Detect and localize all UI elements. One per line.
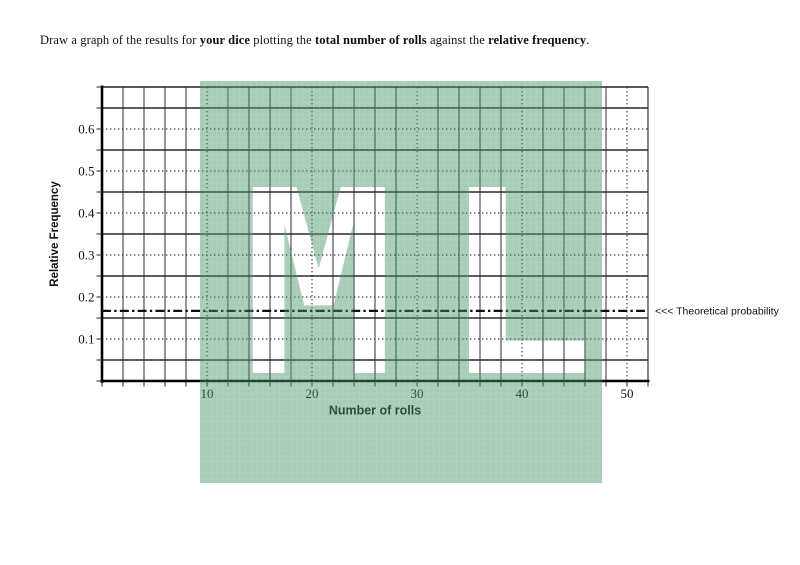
y-tick-label: 0.4 [78,205,95,220]
y-tick-label: 0.5 [78,163,94,178]
y-axis-title: Relative Frequency [49,181,61,287]
instruction-segment: total number of rolls [315,33,427,47]
y-tick-label: 0.3 [78,247,94,262]
y-tick-label: 0.6 [78,121,95,136]
x-tick-label: 50 [621,386,634,401]
instruction-segment: your dice [199,33,251,47]
instruction-segment: . [586,33,590,47]
watermark-texture [200,81,602,483]
y-tick-label: 0.2 [78,289,94,304]
watermark-overlay [200,81,602,483]
instruction-segment: plotting the [250,33,316,47]
instruction-segment: against the [426,33,489,47]
theoretical-probability-label: <<< Theoretical probability [655,305,780,317]
instruction-segment: relative frequency [488,33,587,47]
instruction-segment: Draw a graph of the results for [40,33,200,47]
y-tick-label: 0.1 [78,331,94,346]
instruction-text: Draw a graph of the results for your dic… [40,33,590,48]
